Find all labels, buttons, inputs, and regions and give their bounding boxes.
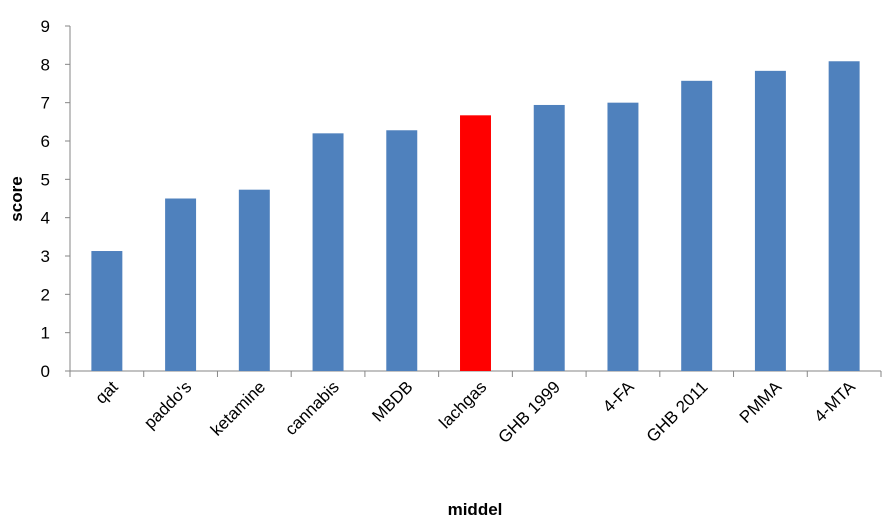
bar-pmma xyxy=(754,70,786,371)
bar-4-fa xyxy=(607,102,639,372)
x-tick-label: GHB 1999 xyxy=(494,377,564,447)
x-tick-label: cannabis xyxy=(281,377,343,439)
x-tick-label: PMMA xyxy=(736,377,786,427)
bar-4-mta xyxy=(828,61,860,372)
bars xyxy=(91,61,860,372)
y-tick-label: 9 xyxy=(41,17,50,36)
x-tick-label: paddo's xyxy=(140,377,195,432)
x-tick-label: ketamine xyxy=(207,377,269,439)
y-ticks: 0 1 2 3 4 5 6 7 8 9 xyxy=(41,17,70,381)
x-tick-label: 4-MTA xyxy=(810,377,859,426)
x-tick-label: 4-FA xyxy=(599,377,638,416)
x-tick-label: lachgas xyxy=(435,377,490,432)
bar-cannabis xyxy=(312,133,344,371)
y-axis: 0 1 2 3 4 5 6 7 8 9 xyxy=(41,17,71,381)
bar-lachgas xyxy=(460,115,491,371)
x-axis xyxy=(69,370,882,377)
x-tick-label: qat xyxy=(92,377,122,407)
y-tick-label: 1 xyxy=(41,324,50,343)
y-tick-label: 0 xyxy=(41,362,50,381)
bar-ketamine xyxy=(238,189,270,371)
y-tick-label: 2 xyxy=(41,285,50,304)
bar-ghb-1999 xyxy=(533,104,565,371)
x-ticks xyxy=(69,371,882,377)
x-axis-title: middel xyxy=(448,500,503,519)
y-tick-label: 4 xyxy=(41,209,50,228)
y-tick-label: 7 xyxy=(41,94,50,113)
bar-paddo-s xyxy=(165,198,197,371)
y-tick-label: 6 xyxy=(41,132,50,151)
x-tick-label: MBDB xyxy=(368,377,416,425)
y-tick-label: 8 xyxy=(41,55,50,74)
bar-ghb-2011 xyxy=(681,80,713,372)
bar-qat xyxy=(91,251,123,371)
y-axis-title: score xyxy=(7,176,26,221)
bar-mbdb xyxy=(386,130,418,371)
y-tick-label: 5 xyxy=(41,170,50,189)
x-tick-label: GHB 2011 xyxy=(643,377,712,446)
y-tick-label: 3 xyxy=(41,247,50,266)
x-tick-labels: qat paddo's ketamine cannabis MBDB lachgas GHB… xyxy=(92,377,860,447)
